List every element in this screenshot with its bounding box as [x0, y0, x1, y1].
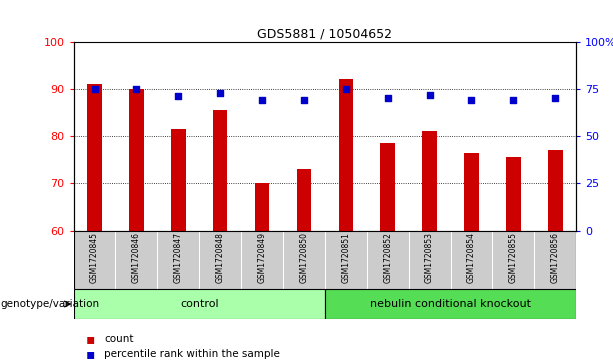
Bar	[87, 84, 102, 231]
Point	[257, 97, 267, 103]
Bar	[451, 231, 492, 289]
Point	[131, 86, 141, 92]
Text: GSM1720845: GSM1720845	[90, 232, 99, 283]
Bar	[158, 231, 199, 289]
Point	[383, 95, 392, 101]
Bar	[297, 169, 311, 231]
Text: GSM1720851: GSM1720851	[341, 232, 351, 283]
Point	[215, 90, 225, 95]
Text: count: count	[104, 334, 134, 344]
Bar	[422, 131, 437, 231]
Bar	[213, 110, 227, 231]
Bar	[506, 157, 520, 231]
Point	[425, 92, 435, 98]
Text: control: control	[180, 299, 219, 309]
Text: nebulin conditional knockout: nebulin conditional knockout	[370, 299, 531, 309]
Point	[89, 86, 99, 92]
Title: GDS5881 / 10504652: GDS5881 / 10504652	[257, 28, 392, 41]
Point	[173, 94, 183, 99]
Bar	[74, 231, 115, 289]
Text: GSM1720850: GSM1720850	[299, 232, 308, 283]
Bar	[548, 150, 563, 231]
Bar	[409, 231, 451, 289]
Point	[299, 97, 309, 103]
Text: GSM1720848: GSM1720848	[216, 232, 225, 283]
Bar	[464, 152, 479, 231]
Bar	[129, 89, 143, 231]
Text: GSM1720849: GSM1720849	[257, 232, 267, 283]
Bar	[283, 231, 325, 289]
Point	[550, 95, 560, 101]
Bar	[367, 231, 409, 289]
Bar	[74, 289, 325, 319]
Text: ▪: ▪	[86, 333, 95, 346]
Bar	[325, 289, 576, 319]
Text: GSM1720854: GSM1720854	[467, 232, 476, 283]
Text: GSM1720853: GSM1720853	[425, 232, 434, 283]
Bar	[115, 231, 158, 289]
Text: ▪: ▪	[86, 347, 95, 361]
Point	[341, 86, 351, 92]
Text: GSM1720855: GSM1720855	[509, 232, 518, 283]
Bar	[535, 231, 576, 289]
Text: GSM1720852: GSM1720852	[383, 232, 392, 283]
Bar	[171, 129, 186, 231]
Bar	[338, 79, 353, 231]
Bar	[199, 231, 241, 289]
Point	[466, 97, 476, 103]
Text: genotype/variation: genotype/variation	[1, 299, 100, 309]
Bar	[255, 183, 269, 231]
Bar	[241, 231, 283, 289]
Text: GSM1720847: GSM1720847	[173, 232, 183, 283]
Bar	[492, 231, 535, 289]
Text: GSM1720846: GSM1720846	[132, 232, 141, 283]
Text: GSM1720856: GSM1720856	[550, 232, 560, 283]
Bar	[325, 231, 367, 289]
Bar	[381, 143, 395, 231]
Text: percentile rank within the sample: percentile rank within the sample	[104, 349, 280, 359]
Point	[508, 97, 518, 103]
